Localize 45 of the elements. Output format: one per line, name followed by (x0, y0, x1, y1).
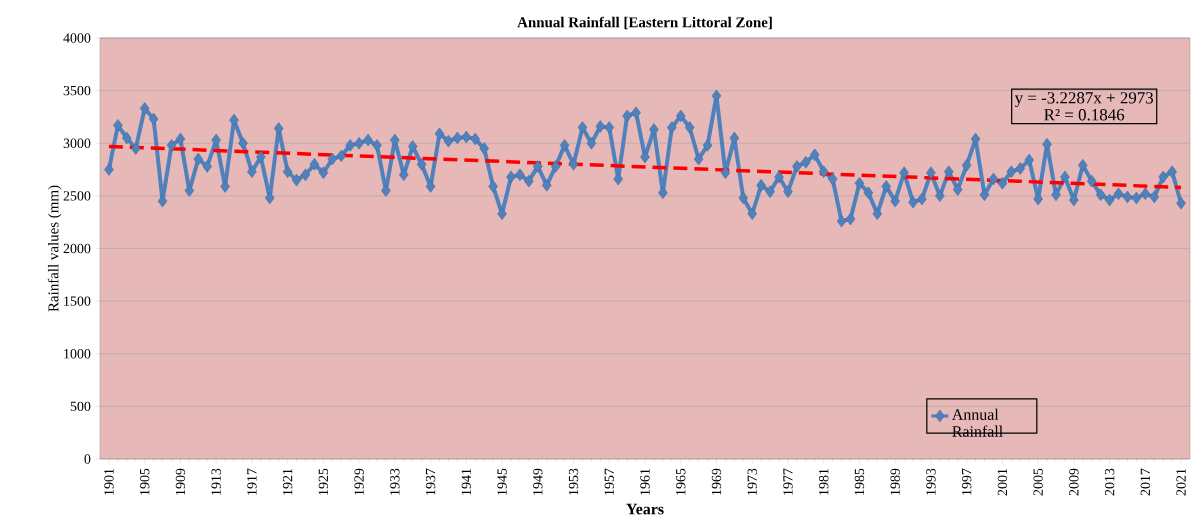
x-tick-label: 1961 (640, 468, 650, 495)
annotation: R² = 0.1846 (1044, 109, 1125, 121)
x-tick-label: 1985 (854, 468, 865, 495)
x-tick-label: 2017 (1140, 468, 1151, 496)
x-tick-label: 2013 (1104, 468, 1115, 496)
y-tick-label: 3500 (63, 85, 91, 96)
x-tick-label: 1929 (354, 468, 364, 495)
x-axis-title: Years (626, 503, 664, 515)
chart-title: Annual Rainfall [Eastern Littoral Zone] (517, 16, 772, 30)
x-tick-label: 1973 (747, 468, 757, 495)
x-tick-label: 1945 (497, 468, 507, 495)
x-tick-label: 2001 (997, 468, 1008, 496)
x-tick-label: 1965 (676, 468, 686, 495)
y-tick-label: 3000 (63, 138, 91, 148)
x-tick-label: 1981 (818, 468, 829, 495)
x-tick-label: 2021 (1176, 468, 1186, 496)
x-tick-label: 1997 (961, 468, 972, 495)
y-tick-label: 2000 (63, 243, 91, 254)
annotation: y = -3.2287x + 2973 (1014, 92, 1154, 108)
x-tick-label: 1977 (783, 468, 793, 495)
x-tick-label: 1917 (247, 468, 257, 495)
x-tick-label: 1901 (104, 468, 114, 495)
x-tick-label: 1941 (461, 468, 471, 495)
x-tick-label: 1933 (390, 468, 400, 495)
y-tick-label: 4000 (63, 33, 91, 43)
x-tick-label: 1921 (282, 468, 293, 495)
x-tick-label: 1953 (568, 468, 579, 495)
x-tick-label: 2005 (1033, 468, 1043, 496)
y-tick-label: 2500 (63, 191, 91, 201)
x-tick-label: 1937 (425, 468, 436, 495)
x-tick-label: 1913 (211, 468, 221, 495)
x-tick-label: 1993 (926, 468, 936, 495)
y-tick-label: 0 (84, 454, 91, 464)
x-tick-label: 2009 (1069, 468, 1079, 496)
x-tick-label: 1905 (139, 468, 150, 495)
y-tick-label: 1000 (64, 349, 91, 359)
x-tick-label: 1957 (604, 468, 614, 495)
x-tick-label: 1969 (711, 468, 722, 495)
x-tick-label: 1989 (890, 468, 900, 495)
x-tick-label: 1925 (318, 468, 329, 495)
y-tick-label: 1500 (64, 296, 91, 306)
y-axis-title: Rainfall values (mm) (47, 185, 62, 312)
x-tick-label: 1909 (175, 468, 186, 495)
x-tick-label: 1949 (533, 468, 543, 495)
y-tick-label: 500 (70, 401, 91, 412)
